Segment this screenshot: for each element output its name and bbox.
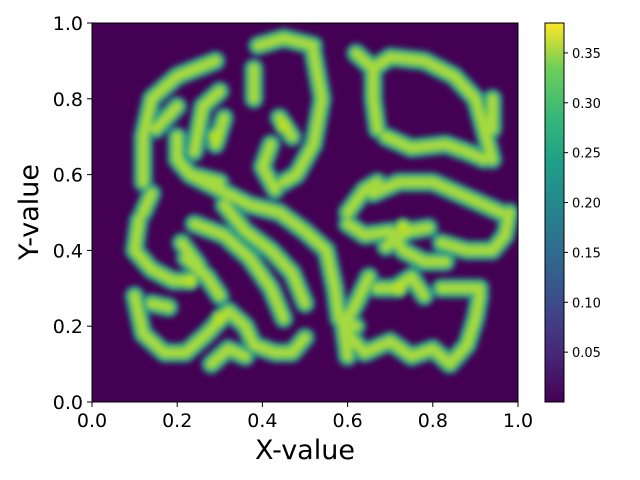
heatmap-stripes-core	[129, 32, 515, 370]
x-tick-label: 0.0	[77, 410, 107, 432]
y-tick-label: 0.6	[53, 165, 83, 187]
stripe-core	[350, 47, 379, 74]
stripe-core	[367, 176, 507, 218]
colorbar-tick-label: 0.15	[572, 246, 601, 261]
stripe-core	[205, 343, 251, 370]
spot-core	[391, 281, 406, 296]
stripe-core	[176, 237, 204, 272]
stripe-core	[146, 298, 175, 313]
colorbar-tick-label: 0.25	[572, 147, 601, 162]
stripe-core	[188, 218, 290, 325]
x-tick-label: 0.4	[247, 410, 277, 432]
stripe-core	[367, 51, 498, 165]
spot-core	[182, 273, 197, 288]
stripe-core	[342, 176, 383, 218]
spot-core	[208, 129, 223, 144]
colorbar-gradient	[545, 23, 564, 402]
x-tick-label: 1.0	[503, 410, 533, 432]
y-tick-label: 0.2	[53, 316, 83, 338]
spot-core	[276, 118, 291, 133]
stripe-core	[137, 188, 158, 218]
stripe-core	[137, 55, 221, 188]
stripe-core	[150, 100, 183, 135]
colorbar-tick-label: 0.20	[572, 197, 601, 212]
x-tick-label: 0.2	[162, 410, 192, 432]
heatmap-area	[92, 23, 518, 402]
stripe-core	[129, 290, 311, 359]
stripe-core	[278, 47, 328, 188]
stripe-core	[371, 271, 430, 302]
colorbar-frame	[544, 22, 565, 403]
x-axis-ticks: 0.0 0.2 0.4 0.6 0.8 1.0	[77, 402, 533, 432]
spot-core	[212, 311, 227, 326]
y-tick-label: 1.0	[53, 13, 83, 35]
spot-core	[395, 220, 410, 235]
stripe-core	[256, 138, 281, 196]
colorbar-tick-label: 0.30	[572, 97, 601, 112]
y-tick-label: 0.4	[53, 240, 83, 262]
colorbar-tick-label: 0.05	[572, 346, 601, 361]
colorbar-ticks: 0.05 0.10 0.15 0.20 0.25 0.30 0.35	[564, 47, 601, 361]
y-axis-ticks: 0.0 0.2 0.4 0.6 0.8 1.0	[53, 13, 92, 414]
y-axis-label: Y-value	[14, 164, 45, 261]
y-tick-label: 0.8	[53, 89, 83, 111]
x-tick-label: 0.6	[332, 410, 362, 432]
plot-frame	[91, 22, 519, 403]
colorbar-tick-label: 0.10	[572, 296, 601, 311]
colorbar-tick-label: 0.35	[572, 47, 601, 62]
stripe-core	[129, 214, 196, 287]
x-axis-label: X-value	[255, 435, 355, 466]
stripe-core	[435, 207, 515, 256]
stripe-core	[337, 271, 375, 362]
stripe-core	[252, 32, 319, 52]
stripe-core	[342, 290, 486, 370]
stripe-core	[342, 218, 452, 268]
stripe-core	[188, 85, 226, 158]
stripe-core	[380, 131, 490, 165]
stripe-core	[184, 169, 362, 332]
colorbar: 0.05 0.10 0.15 0.20 0.25 0.30 0.35	[544, 22, 601, 403]
stripe-core	[218, 199, 311, 309]
x-tick-label: 0.8	[418, 410, 448, 432]
y-tick-label: 0.0	[53, 392, 83, 414]
